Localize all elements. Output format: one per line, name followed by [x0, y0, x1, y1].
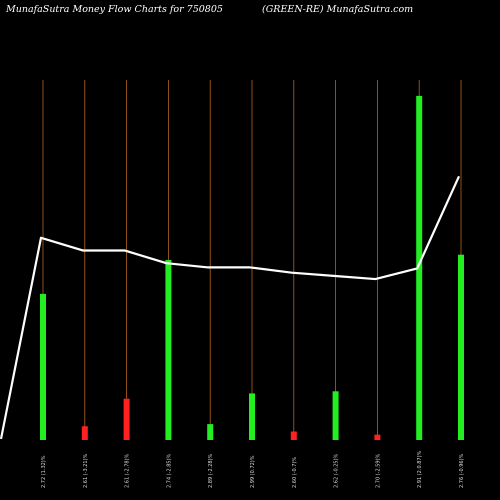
- x-tick-label: 2.61 (-2.78)%: [125, 453, 131, 488]
- bar-up: [40, 293, 46, 440]
- bar-down: [290, 431, 297, 440]
- x-tick-label: 2.89 (-2.28)%: [208, 453, 214, 488]
- bar-up: [416, 95, 423, 440]
- bar-down: [123, 398, 130, 440]
- bars: [40, 95, 464, 440]
- gridlines: [42, 80, 462, 440]
- bar-up: [165, 260, 172, 440]
- x-tick-label: 2.61 (-3.21)%: [83, 453, 89, 488]
- bar-up: [458, 254, 464, 440]
- bar-down: [81, 426, 88, 440]
- bar-up: [332, 391, 339, 440]
- x-tick-label: 2.99 (0.72)%: [250, 455, 256, 488]
- x-tick-label: 2.60 (-0.7)%: [292, 457, 298, 488]
- bar-down: [374, 434, 381, 440]
- x-tick-label: 2.74 (-2.85)%: [166, 453, 172, 488]
- money-flow-polyline: [0, 175, 461, 440]
- x-tick-label: 2.70 (-2.59)%: [375, 453, 381, 488]
- x-axis-labels: 2.72 (1.32)% 2.61 (-3.21)% 2.61 (-2.78)% 2.…: [41, 450, 465, 488]
- x-tick-label: 2.62 (-0.25)%: [334, 453, 340, 488]
- bar-up: [207, 424, 214, 440]
- x-tick-label: 2.72 (1.32)%: [41, 455, 47, 488]
- chart-title-right: (GREEN-RE) MunafaSutra.com: [262, 4, 414, 15]
- x-tick-label: 2.76 (-0.96)%: [459, 453, 465, 488]
- bar-up: [249, 393, 255, 440]
- chart-title-left: MunafaSutra Money Flow Charts for 750805: [6, 4, 223, 15]
- money-flow-line: [0, 175, 461, 440]
- x-tick-label: 2.91 (2.0.87)%: [417, 450, 423, 488]
